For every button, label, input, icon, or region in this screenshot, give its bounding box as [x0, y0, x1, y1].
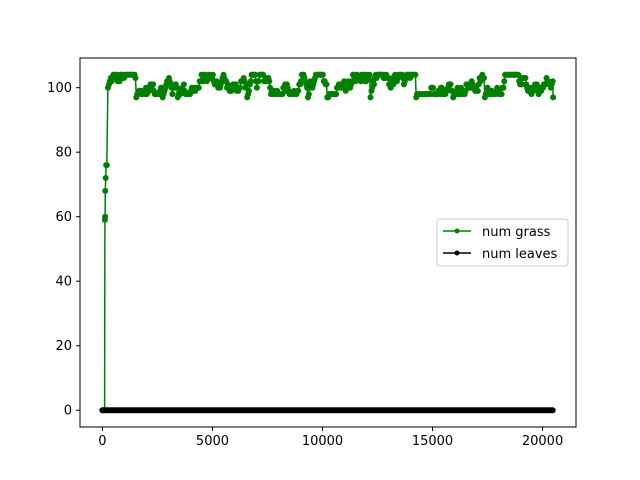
y-tick-label: 40 — [55, 275, 72, 290]
x-tick-label: 5000 — [196, 434, 229, 449]
data-point-num-grass — [247, 78, 254, 85]
data-point-num-grass — [430, 84, 436, 91]
y-tick-label: 100 — [47, 81, 72, 96]
data-point-num-grass — [367, 94, 374, 101]
data-point-num-grass — [481, 75, 487, 81]
x-tick-label: 15000 — [412, 434, 453, 449]
data-point-num-grass — [323, 81, 330, 88]
data-point-num-grass — [412, 71, 419, 78]
y-tick-label: 80 — [55, 146, 72, 161]
data-point-num-grass — [501, 78, 508, 85]
data-point-num-grass — [246, 87, 252, 94]
data-point-num-grass — [500, 84, 507, 91]
data-point-num-grass — [319, 71, 326, 78]
x-tick-label: 10000 — [302, 434, 343, 449]
data-point-num-leaves — [549, 407, 556, 414]
data-point-num-grass — [305, 91, 312, 98]
series-markers-num-grass — [99, 71, 557, 414]
plot-area — [79, 57, 577, 428]
data-point-num-grass — [253, 84, 260, 91]
data-point-num-grass — [550, 94, 557, 101]
x-tick-label: 20000 — [522, 434, 563, 449]
data-point-num-grass — [266, 78, 273, 85]
data-point-num-grass — [150, 81, 157, 88]
series-markers-num-leaves — [99, 407, 556, 414]
data-point-num-grass — [498, 91, 505, 98]
data-point-num-grass — [237, 84, 244, 91]
y-tick-label: 60 — [55, 210, 72, 225]
data-point-num-grass — [180, 81, 187, 88]
y-tick-label: 0 — [64, 404, 72, 419]
axes-frame — [79, 57, 577, 428]
legend: num grass num leaves — [436, 218, 569, 267]
legend-label-grass: num grass — [482, 225, 551, 240]
data-point-num-grass — [195, 84, 202, 91]
data-point-num-grass — [447, 81, 454, 88]
data-point-num-grass — [371, 81, 377, 88]
data-point-num-grass — [518, 81, 525, 88]
data-point-num-grass — [474, 87, 481, 94]
data-point-num-grass — [333, 91, 340, 98]
data-point-num-grass — [252, 71, 259, 78]
data-point-num-grass — [458, 84, 465, 91]
data-point-num-grass — [549, 78, 556, 85]
data-point-num-grass — [255, 78, 262, 85]
data-point-num-grass — [103, 162, 110, 169]
legend-marker-leaves — [454, 250, 460, 256]
data-point-num-grass — [169, 91, 176, 98]
data-point-num-grass — [102, 175, 109, 181]
series-layer — [99, 71, 557, 414]
data-point-num-grass — [209, 71, 216, 78]
data-point-num-grass — [295, 87, 302, 94]
x-tick-label: 0 — [98, 434, 106, 449]
data-point-num-grass — [132, 75, 139, 81]
legend-marker-grass — [454, 228, 460, 234]
data-point-num-grass — [522, 75, 529, 81]
legend-label-leaves: num leaves — [482, 247, 558, 262]
data-point-num-grass — [102, 213, 109, 220]
data-point-num-grass — [102, 187, 109, 194]
ticks-layer: 0 5000 10000 15000 20000 0 20 40 60 80 100 — [47, 81, 563, 449]
data-point-num-grass — [173, 84, 180, 91]
data-point-num-grass — [366, 71, 373, 78]
y-tick-label: 20 — [55, 339, 72, 354]
